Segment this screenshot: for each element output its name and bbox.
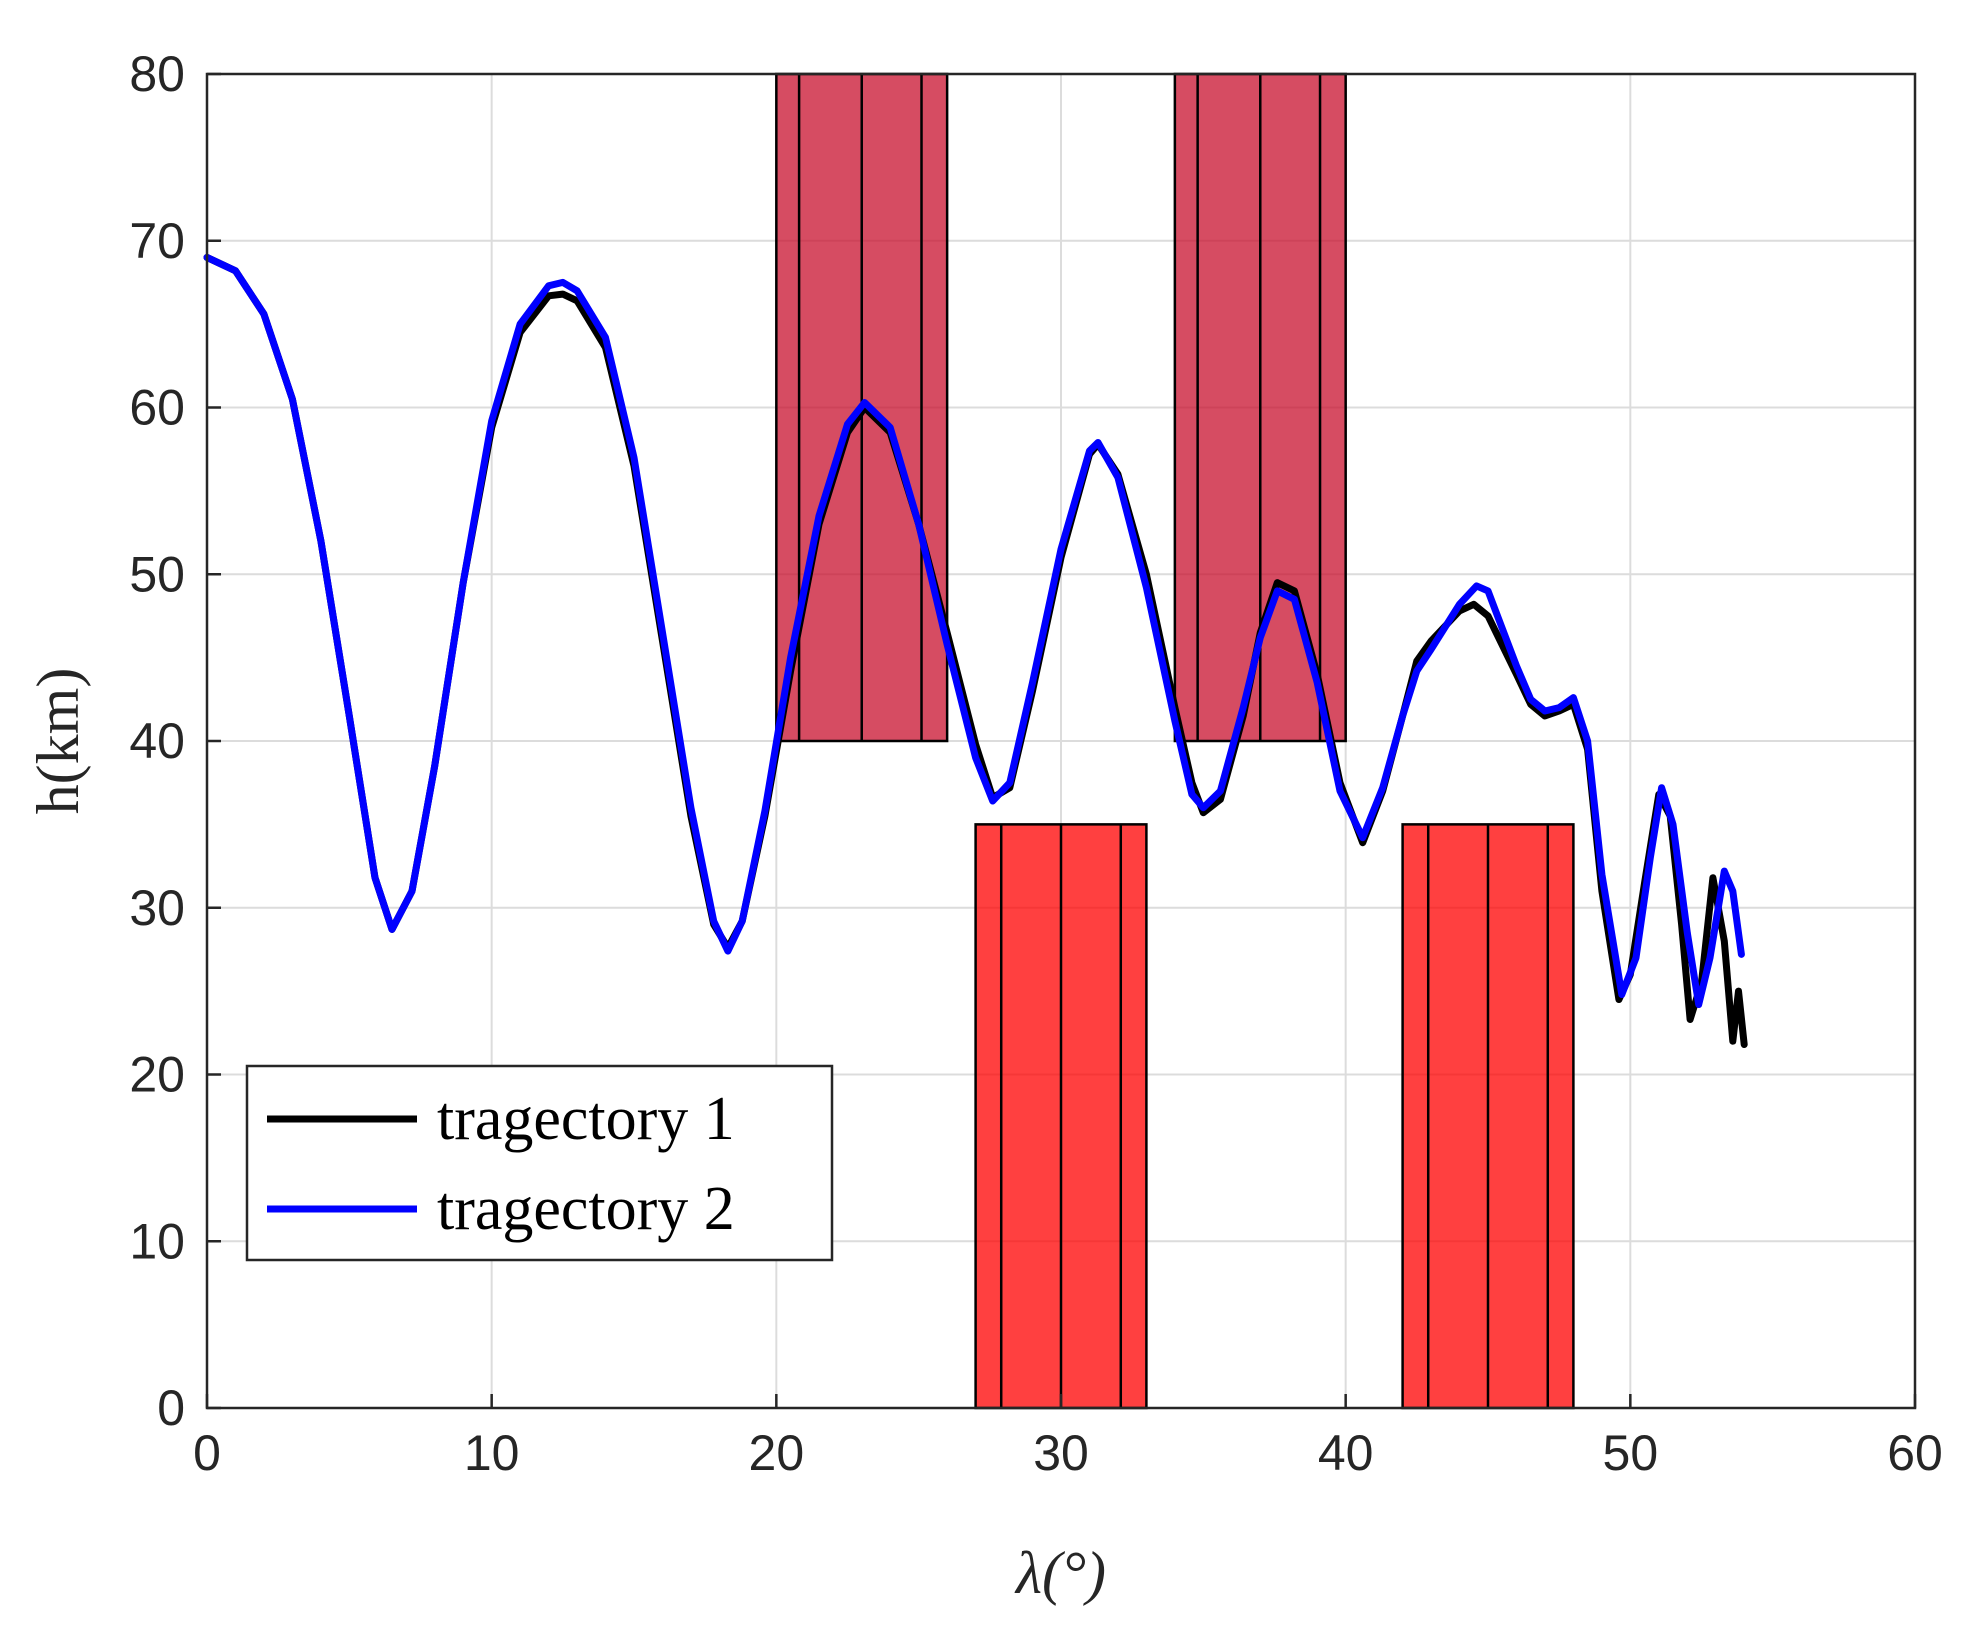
y-tick-label: 0 [157, 1380, 185, 1436]
x-tick-label: 20 [749, 1425, 805, 1481]
y-tick-label: 60 [129, 380, 185, 436]
series-line-2 [203, 253, 1745, 1008]
y-tick-label: 40 [129, 713, 185, 769]
legend-label: tragectory 2 [437, 1175, 735, 1243]
x-tick-label: 10 [464, 1425, 520, 1481]
legend-item: tragectory 1 [267, 1085, 735, 1153]
y-tick-label: 30 [129, 880, 185, 936]
y-tick-label: 50 [129, 546, 185, 602]
legend-box [245, 1064, 834, 1262]
x-axis-title: λ(°) [1014, 1540, 1106, 1606]
forbidden-region [974, 823, 1148, 1410]
y-axis-title: h(km) [25, 668, 91, 815]
legend-label: tragectory 1 [437, 1085, 735, 1153]
trajectory-lines [203, 253, 1748, 1048]
x-tick-label: 30 [1033, 1425, 1089, 1481]
y-tick-label: 20 [129, 1047, 185, 1103]
x-tick-label: 40 [1318, 1425, 1374, 1481]
y-tick-label: 70 [129, 213, 185, 269]
y-tick-label: 10 [129, 1213, 185, 1269]
x-tick-label: 60 [1887, 1425, 1943, 1481]
y-axis-ticks: 0 10 20 30 40 50 60 70 80 [129, 46, 221, 1436]
x-tick-label: 50 [1603, 1425, 1659, 1481]
x-axis-ticks: 0 10 20 30 40 50 60 [193, 1394, 1943, 1481]
x-tick-label: 0 [193, 1425, 221, 1481]
legend-item: tragectory 2 [267, 1175, 735, 1243]
legend: tragectory 1 tragectory 2 [245, 1064, 834, 1262]
y-tick-label: 80 [129, 46, 185, 102]
forbidden-region [1401, 823, 1575, 1410]
